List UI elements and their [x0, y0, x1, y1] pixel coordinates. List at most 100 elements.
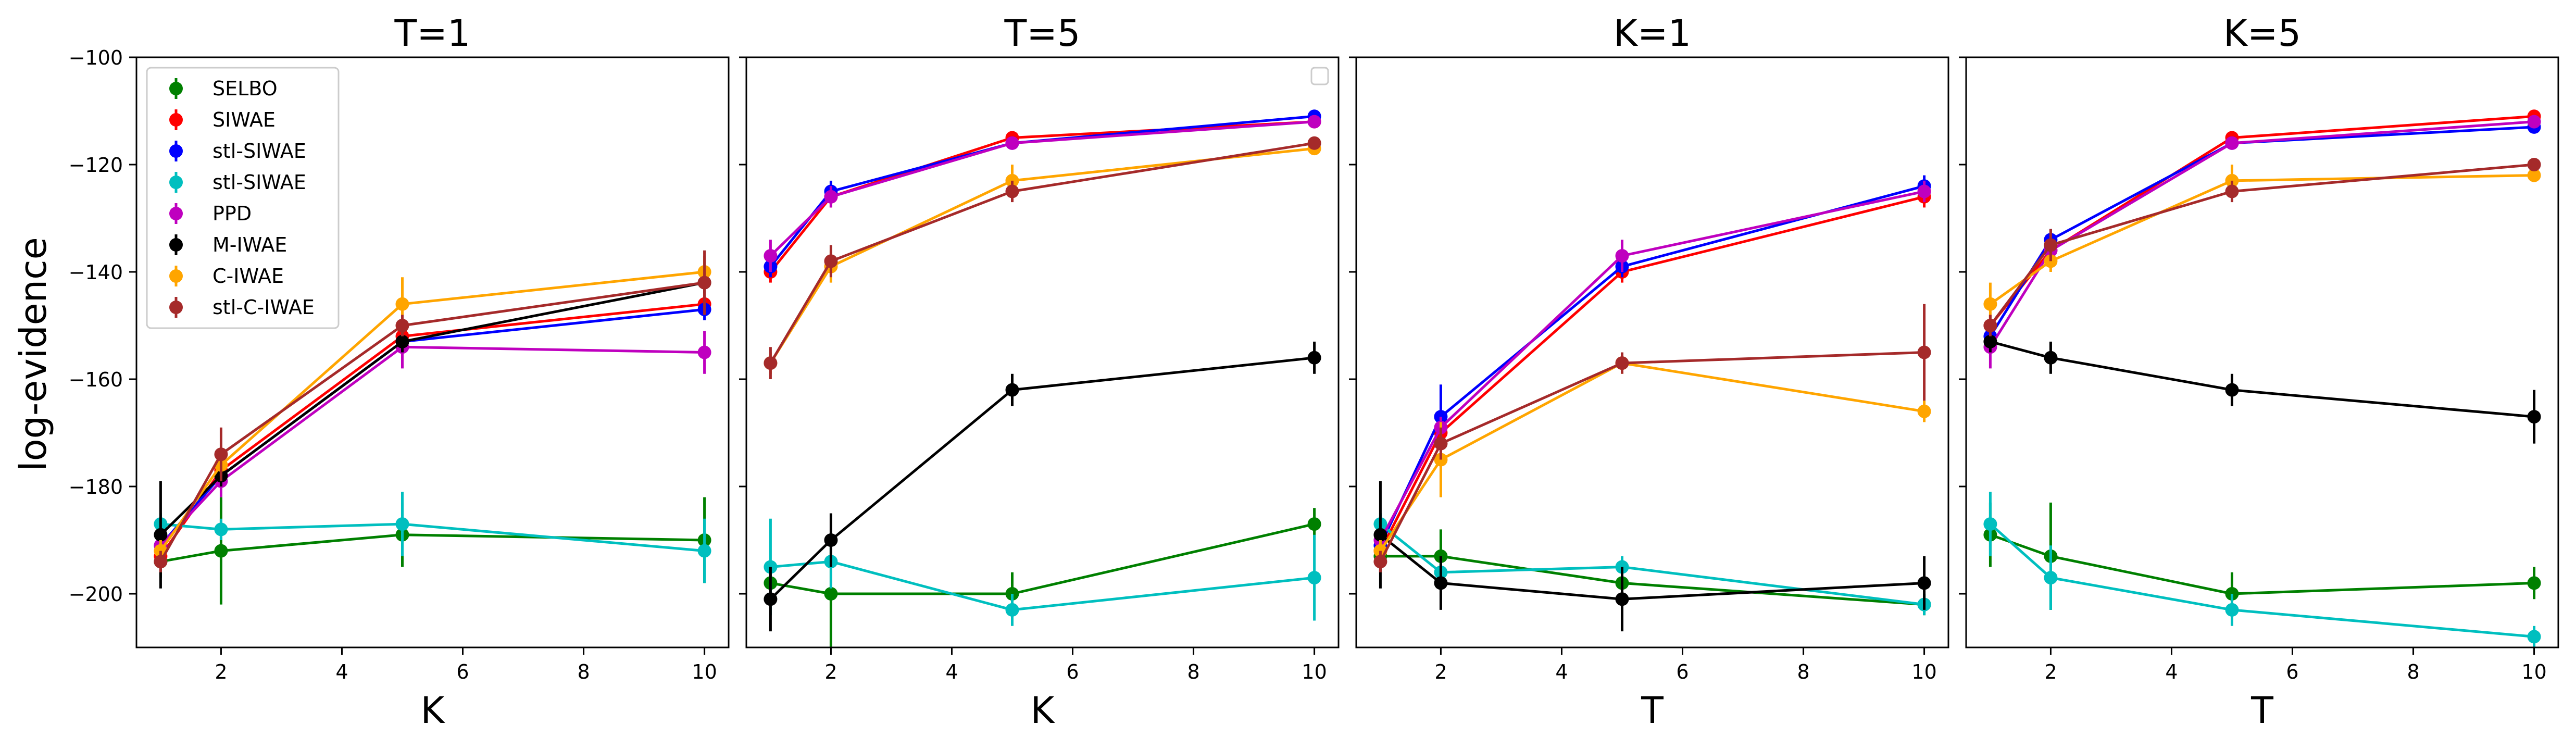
data-point — [395, 319, 409, 332]
data-point — [697, 544, 711, 558]
data-point — [214, 544, 228, 558]
series-line-stl-siwae — [159, 308, 705, 546]
series-line-selbo — [770, 522, 1315, 595]
data-point — [1615, 356, 1629, 370]
series-line-c-iwae — [769, 147, 1315, 364]
series-line-stl-c-iwae — [1989, 163, 2534, 327]
data-point — [1307, 115, 1321, 129]
data-point — [2527, 158, 2541, 171]
data-point — [2044, 254, 2058, 268]
series-line-stl-siwae — [770, 560, 1315, 611]
x-tick-label: 6 — [456, 660, 469, 683]
data-point — [154, 528, 168, 542]
series-line-siwae — [1379, 195, 1925, 552]
data-point — [1373, 528, 1387, 542]
data-point — [2527, 410, 2541, 424]
data-point — [1983, 517, 1997, 531]
plot-area — [1983, 109, 2541, 647]
data-point — [1983, 334, 1997, 348]
series-line-selbo — [1990, 533, 2534, 595]
data-point — [1917, 576, 1931, 590]
data-point — [2527, 168, 2541, 182]
chart-title: T=1 — [394, 12, 471, 55]
series-line-stl-c-iwae — [769, 142, 1315, 364]
legend-marker — [169, 82, 183, 95]
plot-area — [1373, 175, 1931, 632]
data-point — [2044, 571, 2058, 585]
legend-label: stl-SIWAE — [212, 171, 306, 194]
legend-label: C-IWAE — [212, 265, 284, 288]
data-point — [2044, 238, 2058, 252]
x-tick-label: 6 — [1066, 660, 1079, 683]
legend-label: stl-C-IWAE — [212, 296, 315, 319]
data-point — [2527, 115, 2541, 129]
y-tick-label: −180 — [69, 476, 123, 498]
legend-label: stl-SIWAE — [212, 140, 306, 163]
plot-area — [154, 250, 711, 605]
axes-frame — [1965, 56, 2559, 648]
legend-marker — [169, 207, 183, 220]
x-tick-label: 6 — [2286, 660, 2298, 683]
series-line-stl-c-iwae — [159, 281, 705, 563]
data-point — [697, 276, 711, 290]
data-point — [824, 533, 838, 547]
series-line-stl-siwae — [1379, 523, 1924, 606]
legend-label: PPD — [212, 202, 252, 225]
x-tick-label: 2 — [2044, 660, 2057, 683]
series-line-ppd — [1379, 190, 1925, 541]
data-point — [824, 587, 838, 601]
data-point — [2527, 630, 2541, 644]
data-point — [395, 517, 409, 531]
data-point — [2225, 603, 2239, 617]
legend-box-empty — [1310, 67, 1329, 85]
data-point — [395, 297, 409, 311]
x-tick-label: 8 — [2407, 660, 2419, 683]
data-point — [1917, 184, 1931, 198]
data-point — [1005, 136, 1019, 150]
series-line-m-iwae — [1990, 340, 2534, 418]
x-tick-label: 6 — [1676, 660, 1689, 683]
data-point — [1983, 297, 1997, 311]
chart-panel-4: K=5 2 4 6 8 10 T — [1959, 12, 2559, 732]
y-tick-label: −200 — [69, 583, 123, 606]
y-axis-label: log-evidence — [12, 237, 55, 471]
data-point — [824, 254, 838, 268]
legend-label: M-IWAE — [212, 233, 287, 256]
data-point — [2527, 576, 2541, 590]
series-line-ppd — [1989, 120, 2534, 348]
data-point — [2225, 383, 2239, 397]
x-tick-label: 8 — [1187, 660, 1199, 683]
y-tick-label: −140 — [69, 261, 123, 284]
data-point — [1615, 592, 1629, 606]
chart-panel-3: K=1 2 4 6 8 10 T — [1349, 12, 1949, 732]
data-point — [764, 249, 778, 263]
series-line-stl-c-iwae — [1379, 351, 1924, 563]
series-line-siwae — [159, 303, 705, 557]
x-tick-label: 10 — [2521, 660, 2546, 683]
data-point — [1307, 351, 1321, 365]
chart-title: K=5 — [2223, 12, 2301, 55]
legend-marker — [169, 144, 183, 158]
x-tick-label: 2 — [1434, 660, 1447, 683]
data-point — [1307, 571, 1321, 585]
axes-frame — [135, 56, 730, 648]
data-point — [764, 356, 778, 370]
legend-marker — [169, 301, 183, 314]
data-point — [2044, 351, 2058, 365]
series-line-stl-siwae — [1989, 523, 2534, 638]
series-line-siwae — [1989, 115, 2534, 327]
data-point — [1005, 603, 1019, 617]
x-tick-label: 4 — [2165, 660, 2178, 683]
data-point — [1307, 517, 1321, 531]
data-point — [1307, 136, 1321, 150]
y-tick-label: −160 — [69, 368, 123, 391]
legend-box — [146, 67, 340, 329]
data-point — [395, 334, 409, 348]
x-axis-label: T — [1641, 689, 1664, 732]
series-line-stl-siwae — [160, 522, 705, 553]
data-point — [1615, 249, 1629, 263]
data-point — [214, 522, 228, 536]
data-point — [1373, 555, 1387, 569]
series-line-c-iwae — [1379, 361, 1924, 552]
